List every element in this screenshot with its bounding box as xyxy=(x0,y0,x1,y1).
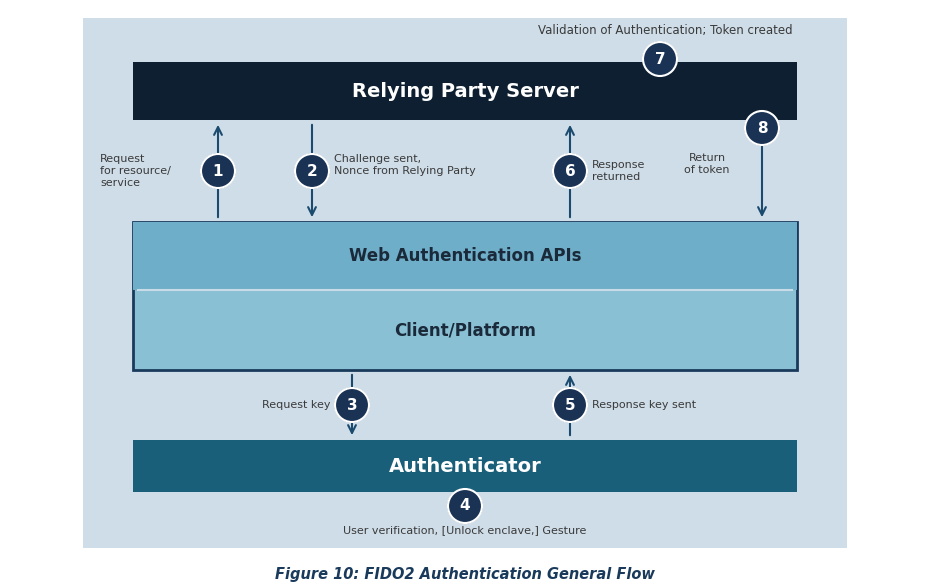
Text: 4: 4 xyxy=(459,499,471,513)
Text: Challenge sent,
Nonce from Relying Party: Challenge sent, Nonce from Relying Party xyxy=(334,154,476,176)
Bar xyxy=(83,18,847,548)
Bar xyxy=(133,222,797,290)
Text: Request key: Request key xyxy=(261,400,330,410)
Text: Client/Platform: Client/Platform xyxy=(394,321,536,339)
Text: 8: 8 xyxy=(757,121,767,135)
Circle shape xyxy=(643,42,677,76)
Text: Figure 10: FIDO2 Authentication General Flow: Figure 10: FIDO2 Authentication General … xyxy=(275,567,655,583)
Bar xyxy=(133,62,797,120)
Circle shape xyxy=(295,154,329,188)
Text: 1: 1 xyxy=(213,163,223,179)
Text: 6: 6 xyxy=(565,163,576,179)
Text: 5: 5 xyxy=(565,397,576,413)
Circle shape xyxy=(201,154,235,188)
Circle shape xyxy=(745,111,779,145)
Text: Return
of token: Return of token xyxy=(684,153,730,175)
Text: Response
returned: Response returned xyxy=(592,160,645,182)
Text: Web Authentication APIs: Web Authentication APIs xyxy=(349,247,581,265)
Text: 3: 3 xyxy=(347,397,357,413)
Circle shape xyxy=(448,489,482,523)
Circle shape xyxy=(553,154,587,188)
Text: Authenticator: Authenticator xyxy=(389,456,541,476)
Circle shape xyxy=(553,388,587,422)
Text: Validation of Authentication; Token created: Validation of Authentication; Token crea… xyxy=(538,24,792,36)
Text: 7: 7 xyxy=(655,52,665,66)
Circle shape xyxy=(335,388,369,422)
Text: Response key sent: Response key sent xyxy=(592,400,697,410)
Bar xyxy=(133,440,797,492)
Text: User verification, [Unlock enclave,] Gesture: User verification, [Unlock enclave,] Ges… xyxy=(343,525,587,535)
Text: Request
for resource/
service: Request for resource/ service xyxy=(100,155,171,188)
Text: 2: 2 xyxy=(307,163,317,179)
Text: Relying Party Server: Relying Party Server xyxy=(352,82,578,101)
Bar xyxy=(133,222,797,370)
